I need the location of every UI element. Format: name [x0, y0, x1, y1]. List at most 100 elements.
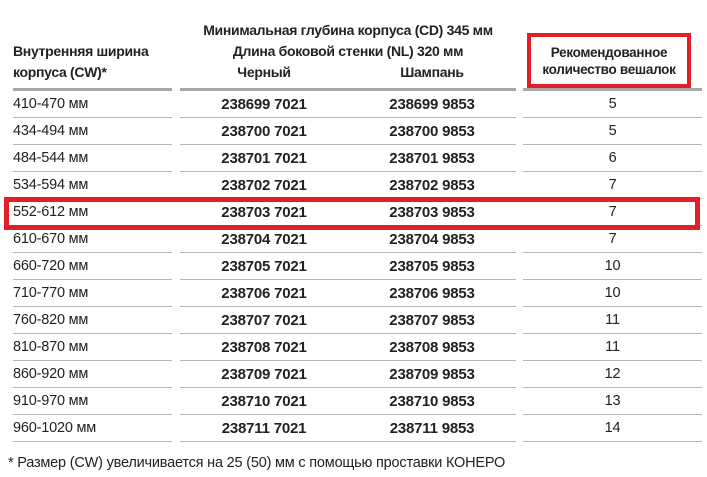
cell-black: 238701 7021 — [221, 149, 307, 167]
cell-width: 434-494 мм — [13, 118, 172, 145]
finish-header-row: Черный Шампань — [180, 62, 516, 83]
cell-hangers: 5 — [523, 91, 702, 118]
cell-hangers: 11 — [523, 334, 702, 361]
cell-black: 238704 7021 — [221, 230, 307, 248]
cell-width: 660-720 мм — [13, 253, 172, 280]
header-rule-segment-3 — [523, 88, 702, 91]
code-cells: 238699 7021 238699 9853 — [180, 91, 516, 118]
code-cells: 238711 7021 238711 9853 — [180, 415, 516, 442]
cell-champagne: 238699 9853 — [389, 95, 475, 113]
side-wall-length-label: Длина боковой стенки (NL) 320 мм — [232, 43, 464, 59]
cell-hangers: 10 — [523, 280, 702, 307]
cell-black: 238709 7021 — [221, 365, 307, 383]
cell-black: 238707 7021 — [221, 311, 307, 329]
column-gap — [172, 226, 180, 253]
code-cells: 238701 7021 238701 9853 — [180, 145, 516, 172]
cell-champagne: 238703 9853 — [389, 203, 475, 221]
header-rule-segment-2 — [180, 88, 516, 91]
column-gap — [516, 307, 523, 334]
column-gap — [172, 388, 180, 415]
header-rule-segment-1 — [13, 88, 172, 91]
column-gap — [516, 118, 523, 145]
cell-black: 238708 7021 — [221, 338, 307, 356]
cell-black: 238699 7021 — [221, 95, 307, 113]
cell-champagne: 238700 9853 — [389, 122, 475, 140]
table-row: 810-870 мм 238708 7021 238708 9853 11 — [0, 334, 707, 361]
column-gap — [516, 334, 523, 361]
cell-hangers: 5 — [523, 118, 702, 145]
table-row: 610-670 мм 238704 7021 238704 9853 7 — [0, 226, 707, 253]
cell-width: 710-770 мм — [13, 280, 172, 307]
table-row: 484-544 мм 238701 7021 238701 9853 6 — [0, 145, 707, 172]
cell-width: 552-612 мм — [13, 199, 172, 226]
column-gap — [516, 199, 523, 226]
cell-black: 238700 7021 — [221, 122, 307, 140]
code-cells: 238704 7021 238704 9853 — [180, 226, 516, 253]
column-gap — [172, 307, 180, 334]
code-cells: 238705 7021 238705 9853 — [180, 253, 516, 280]
recommended-hangers-highlight-box: Рекомендованное количество вешалок — [527, 33, 691, 88]
column-gap — [516, 226, 523, 253]
code-cells: 238706 7021 238706 9853 — [180, 280, 516, 307]
column-header-hangers-line1: Рекомендованное — [550, 44, 668, 60]
table-row: 552-612 мм 238703 7021 238703 9853 7 — [0, 197, 707, 230]
code-cells: 238707 7021 238707 9853 — [180, 307, 516, 334]
cell-width: 960-1020 мм — [13, 415, 172, 442]
column-gap — [172, 118, 180, 145]
column-gap — [172, 172, 180, 199]
cell-hangers: 14 — [523, 415, 702, 442]
column-header-inner-width-line1: Внутренняя ширина — [13, 43, 149, 59]
cell-width: 760-820 мм — [13, 307, 172, 334]
code-cells: 238708 7021 238708 9853 — [180, 334, 516, 361]
cell-black: 238702 7021 — [221, 176, 307, 194]
cell-hangers: 10 — [523, 253, 702, 280]
column-header-inner-width: Внутренняя ширина корпуса (CW)* — [13, 41, 149, 83]
footnote: * Размер (CW) увеличивается на 25 (50) м… — [8, 455, 506, 471]
column-gap — [516, 253, 523, 280]
cell-black: 238706 7021 — [221, 284, 307, 302]
cell-champagne: 238705 9853 — [389, 257, 475, 275]
cell-hangers: 11 — [523, 307, 702, 334]
column-gap — [172, 199, 180, 226]
cell-hangers: 6 — [523, 145, 702, 172]
code-cells: 238709 7021 238709 9853 — [180, 361, 516, 388]
cell-hangers: 7 — [523, 172, 702, 199]
cell-hangers: 7 — [523, 226, 702, 253]
cell-hangers: 13 — [523, 388, 702, 415]
table-row: 434-494 мм 238700 7021 238700 9853 5 — [0, 118, 707, 145]
cell-champagne: 238701 9853 — [389, 149, 475, 167]
column-gap — [172, 253, 180, 280]
cell-champagne: 238706 9853 — [389, 284, 475, 302]
column-gap — [516, 172, 523, 199]
table-row: 660-720 мм 238705 7021 238705 9853 10 — [0, 253, 707, 280]
cell-black: 238705 7021 — [221, 257, 307, 275]
cell-width: 484-544 мм — [13, 145, 172, 172]
column-header-champagne: Шампань — [400, 64, 464, 80]
column-gap — [172, 91, 180, 118]
cell-width: 910-970 мм — [13, 388, 172, 415]
table-row: 860-920 мм 238709 7021 238709 9853 12 — [0, 361, 707, 388]
column-gap — [516, 415, 523, 442]
cell-hangers: 12 — [523, 361, 702, 388]
column-header-hangers-line2: количество вешалок — [542, 61, 676, 77]
table-row: 910-970 мм 238710 7021 238710 9853 13 — [0, 388, 707, 415]
column-gap — [516, 361, 523, 388]
code-cells: 238702 7021 238702 9853 — [180, 172, 516, 199]
cell-champagne: 238704 9853 — [389, 230, 475, 248]
cell-width: 534-594 мм — [13, 172, 172, 199]
column-gap — [172, 145, 180, 172]
code-cells: 238703 7021 238703 9853 — [180, 199, 516, 226]
cell-champagne: 238710 9853 — [389, 392, 475, 410]
column-gap — [516, 91, 523, 118]
table-row: 710-770 мм 238706 7021 238706 9853 10 — [0, 280, 707, 307]
cell-champagne: 238709 9853 — [389, 365, 475, 383]
cell-hangers: 7 — [523, 199, 702, 226]
code-cells: 238700 7021 238700 9853 — [180, 118, 516, 145]
cell-black: 238711 7021 — [221, 419, 307, 437]
cell-champagne: 238708 9853 — [389, 338, 475, 356]
table-row: 960-1020 мм 238711 7021 238711 9853 14 — [0, 415, 707, 442]
cell-black: 238710 7021 — [221, 392, 307, 410]
table-row: 534-594 мм 238702 7021 238702 9853 7 — [0, 172, 707, 199]
table-row: 410-470 мм 238699 7021 238699 9853 5 — [0, 91, 707, 118]
